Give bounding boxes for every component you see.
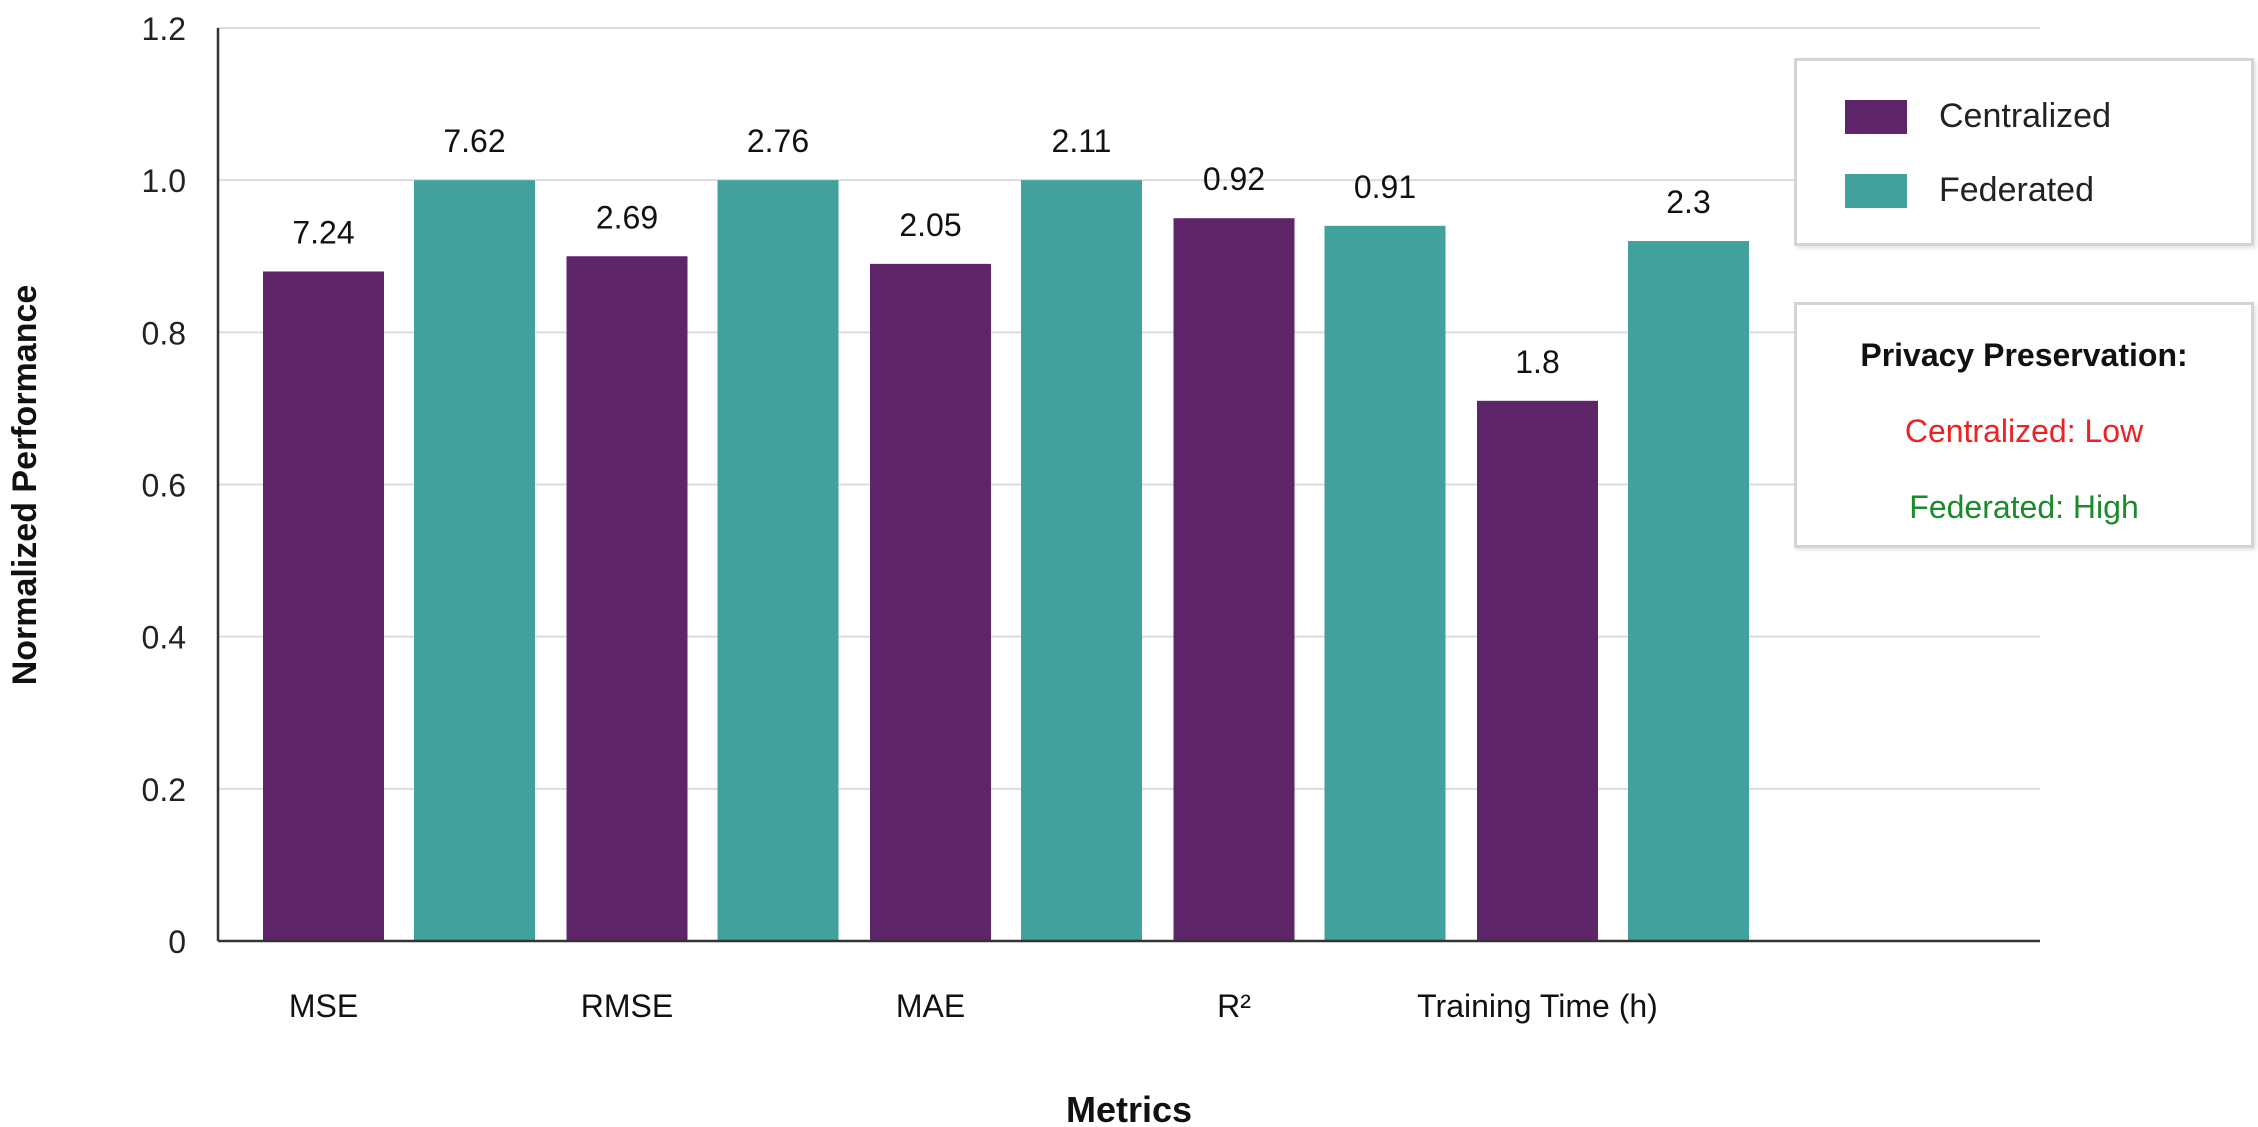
x-tick-label: MSE xyxy=(289,988,358,1024)
bar-value-label: 7.62 xyxy=(443,123,505,159)
y-tick-label: 1.2 xyxy=(142,11,186,47)
bar-centralized xyxy=(566,256,688,941)
y-tick-label: 0 xyxy=(168,924,186,960)
bar-federated xyxy=(1324,225,1446,942)
legend-label-centralized: Centralized xyxy=(1939,97,2111,135)
bar-centralized xyxy=(870,263,991,941)
privacy-title: Privacy Preservation: xyxy=(1860,337,2188,373)
y-tick-label: 0.4 xyxy=(142,620,186,656)
privacy-federated: Federated: High xyxy=(1909,489,2139,525)
y-tick-label: 0.8 xyxy=(142,315,186,351)
legend-item-centralized: Centralized xyxy=(1845,97,2111,136)
series-legend: Centralized Federated xyxy=(1794,58,2254,246)
x-tick-labels: MSE RMSE MAE R² Training Time (h) xyxy=(289,988,1658,1024)
y-tick-label: 0.2 xyxy=(142,772,186,808)
bar-federated xyxy=(414,180,535,941)
x-tick-label: RMSE xyxy=(581,988,673,1024)
bar-value-label: 2.05 xyxy=(899,207,961,243)
bar-value-label: 2.11 xyxy=(1052,123,1112,159)
bar-centralized xyxy=(263,271,384,941)
bar-centralized xyxy=(1477,400,1598,941)
x-tick-label: R² xyxy=(1217,988,1251,1024)
bar-value-label: 0.92 xyxy=(1203,161,1265,197)
bar-centralized xyxy=(1173,218,1295,942)
x-axis-title: Metrics xyxy=(1066,1089,1192,1127)
x-tick-label: MAE xyxy=(896,988,965,1024)
bar-value-label: 0.91 xyxy=(1354,169,1416,205)
bar-federated xyxy=(1628,241,1749,942)
y-tick-label: 0.6 xyxy=(142,468,186,504)
privacy-legend: Privacy Preservation: Centralized: Low F… xyxy=(1794,302,2254,548)
bar-value-label: 2.76 xyxy=(747,123,809,159)
legend-swatch-federated xyxy=(1845,173,1907,208)
bar-value-label: 1.8 xyxy=(1515,344,1559,380)
legend-label-federated: Federated xyxy=(1939,171,2094,209)
bar-federated xyxy=(1021,180,1142,941)
y-axis-title: Normalized Performance xyxy=(6,285,44,686)
bar-federated xyxy=(717,180,839,941)
bar-value-labels: 7.24 7.62 2.69 2.76 2.05 2.11 0.92 0.91 1.8 2.3 xyxy=(292,123,1710,380)
privacy-centralized: Centralized: Low xyxy=(1904,413,2144,449)
legend-swatch-centralized xyxy=(1845,99,1907,134)
bar-value-label: 7.24 xyxy=(292,214,354,250)
bars xyxy=(263,180,1749,942)
x-tick-label: Training Time (h) xyxy=(1417,988,1658,1024)
bar-value-label: 2.3 xyxy=(1666,184,1710,220)
legend-item-federated: Federated xyxy=(1845,171,2094,210)
y-tick-label: 1.0 xyxy=(142,163,186,199)
y-tick-labels: 0 0.2 0.4 0.6 0.8 1.0 1.2 xyxy=(142,11,186,960)
bar-value-label: 2.69 xyxy=(596,199,658,235)
